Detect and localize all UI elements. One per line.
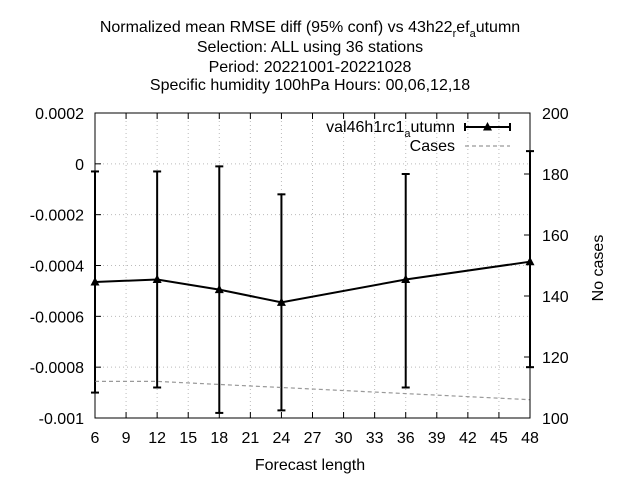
y-tick-label: -0.0004 xyxy=(30,259,84,276)
x-tick-label: 42 xyxy=(459,430,477,447)
title-line: Period: 20221001-20221028 xyxy=(209,59,412,76)
y-axis-left: 0.0002 0 -0.0002 -0.0004 -0.0006 -0.0008 -0.00… xyxy=(30,106,101,428)
legend-marker xyxy=(483,122,492,131)
legend-text: utumn xyxy=(411,119,455,136)
legend-text: val46h1rc1 xyxy=(326,119,404,136)
x-axis-label: Forecast length xyxy=(255,457,365,474)
x-tick-label: 6 xyxy=(91,430,100,447)
y2-tick-label: 180 xyxy=(542,167,569,184)
y2-axis-label: No cases xyxy=(590,235,607,302)
x-tick-label: 12 xyxy=(148,430,166,447)
data-point xyxy=(152,274,162,283)
y2-tick-label: 120 xyxy=(542,350,569,367)
x-tick-label: 18 xyxy=(210,430,228,447)
title-line: Normalized mean RMSE diff (95% conf) vs … xyxy=(100,19,520,40)
x-tick-label: 45 xyxy=(490,430,508,447)
legend-subscript: a xyxy=(404,128,411,140)
title-text: ef xyxy=(456,19,470,36)
title-subscript: r xyxy=(453,28,457,40)
y-tick-label: -0.001 xyxy=(39,411,84,428)
y2-tick-label: 200 xyxy=(542,106,569,123)
series-line xyxy=(94,260,531,304)
x-tick-label: 21 xyxy=(241,430,259,447)
x-tick-label: 24 xyxy=(273,430,291,447)
data-point xyxy=(276,297,286,306)
y2-tick-label: 140 xyxy=(542,289,569,306)
y-tick-label: -0.0006 xyxy=(30,309,84,326)
x-tick-label: 39 xyxy=(428,430,446,447)
y-tick-label: -0.0002 xyxy=(30,208,84,225)
cases-line xyxy=(95,380,531,401)
title-text: Normalized mean RMSE diff (95% conf) vs … xyxy=(100,19,453,36)
y2-tick-label: 160 xyxy=(542,228,569,245)
data-point xyxy=(401,274,411,283)
y-axis-right: 200 180 160 140 120 100 xyxy=(524,106,569,428)
y-tick-label: -0.0008 xyxy=(30,360,84,377)
legend-label-cases: Cases xyxy=(410,138,455,155)
x-tick-label: 30 xyxy=(335,430,353,447)
title-line: Selection: ALL using 36 stations xyxy=(197,39,423,56)
x-tick-label: 15 xyxy=(179,430,197,447)
x-tick-label: 36 xyxy=(397,430,415,447)
x-tick-label: 27 xyxy=(304,430,322,447)
title-subscript: a xyxy=(470,28,477,40)
y-tick-label: 0.0002 xyxy=(35,106,84,123)
series-cases xyxy=(95,380,531,401)
series-main xyxy=(90,150,535,414)
x-tick-label: 33 xyxy=(366,430,384,447)
y2-tick-label: 100 xyxy=(542,411,569,428)
x-tick-label: 9 xyxy=(122,430,131,447)
x-axis: 6 9 12 15 18 21 24 27 30 33 36 39 42 45 48 xyxy=(91,113,539,447)
grid xyxy=(94,112,531,419)
data-point xyxy=(214,284,224,294)
y-tick-label: 0 xyxy=(75,157,84,174)
legend-label-main: val46h1rc1autumn xyxy=(326,119,455,140)
x-tick-label: 48 xyxy=(521,430,539,447)
title-line: Specific humidity 100hPa Hours: 00,06,12… xyxy=(150,77,470,94)
title-text: utumn xyxy=(476,19,520,36)
chart-title: Normalized mean RMSE diff (95% conf) vs … xyxy=(100,19,520,94)
